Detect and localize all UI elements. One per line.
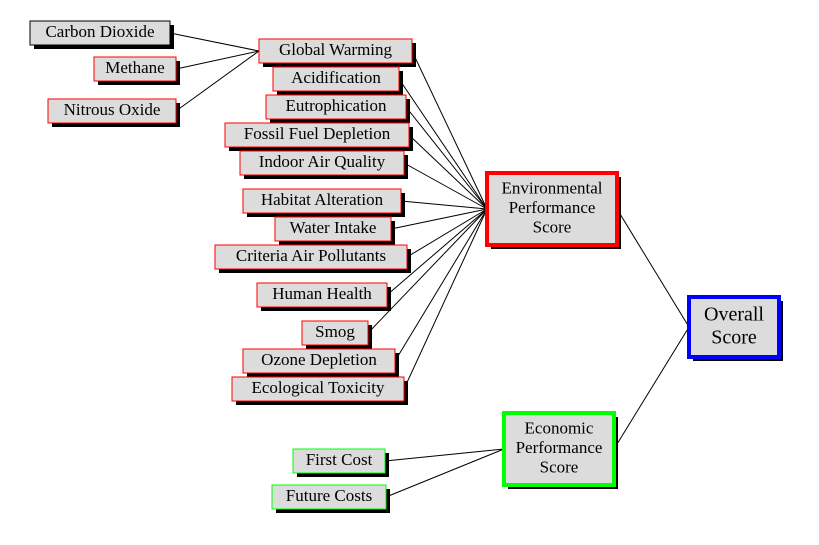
node-overall: OverallScore xyxy=(689,297,783,361)
node-co2: Carbon Dioxide xyxy=(30,21,174,49)
node-econ: EconomicPerformanceScore xyxy=(504,413,618,489)
node-hh-label: Human Health xyxy=(272,284,372,303)
node-co2-label: Carbon Dioxide xyxy=(45,22,154,41)
node-gw-label: Global Warming xyxy=(279,40,393,59)
diagram-canvas: Carbon Dioxide Methane Nitrous Oxide Global… xyxy=(0,0,819,545)
node-habitat-label: Habitat Alteration xyxy=(261,190,384,209)
node-eutro: Eutrophication xyxy=(266,95,410,123)
node-water-label: Water Intake xyxy=(290,218,377,237)
node-ffd: Fossil Fuel Depletion xyxy=(225,123,413,151)
node-overall-label: OverallScore xyxy=(704,303,764,348)
node-ozone-label: Ozone Depletion xyxy=(261,350,377,369)
node-n2o-label: Nitrous Oxide xyxy=(64,100,161,119)
node-iaq-label: Indoor Air Quality xyxy=(259,152,386,171)
node-future: Future Costs xyxy=(272,485,390,513)
node-n2o: Nitrous Oxide xyxy=(48,99,180,127)
node-criteria: Criteria Air Pollutants xyxy=(215,245,411,273)
node-hh: Human Health xyxy=(257,283,391,311)
node-eutro-label: Eutrophication xyxy=(285,96,387,115)
node-first: First Cost xyxy=(293,449,389,477)
node-gw: Global Warming xyxy=(259,39,416,67)
node-methane-label: Methane xyxy=(105,58,164,77)
node-ecotox-label: Ecological Toxicity xyxy=(251,378,385,397)
node-acid-label: Acidification xyxy=(291,68,381,87)
node-ffd-label: Fossil Fuel Depletion xyxy=(244,124,391,143)
node-water: Water Intake xyxy=(275,217,395,245)
node-iaq: Indoor Air Quality xyxy=(240,151,408,179)
node-ozone: Ozone Depletion xyxy=(243,349,399,377)
node-ecotox: Ecological Toxicity xyxy=(232,377,408,405)
node-acid: Acidification xyxy=(273,67,403,95)
node-smog: Smog xyxy=(302,321,372,349)
node-habitat: Habitat Alteration xyxy=(243,189,405,217)
node-methane: Methane xyxy=(94,57,180,85)
node-criteria-label: Criteria Air Pollutants xyxy=(236,246,386,265)
node-future-label: Future Costs xyxy=(286,486,372,505)
node-first-label: First Cost xyxy=(306,450,373,469)
node-env: EnvironmentalPerformanceScore xyxy=(487,173,621,249)
node-smog-label: Smog xyxy=(315,322,355,341)
